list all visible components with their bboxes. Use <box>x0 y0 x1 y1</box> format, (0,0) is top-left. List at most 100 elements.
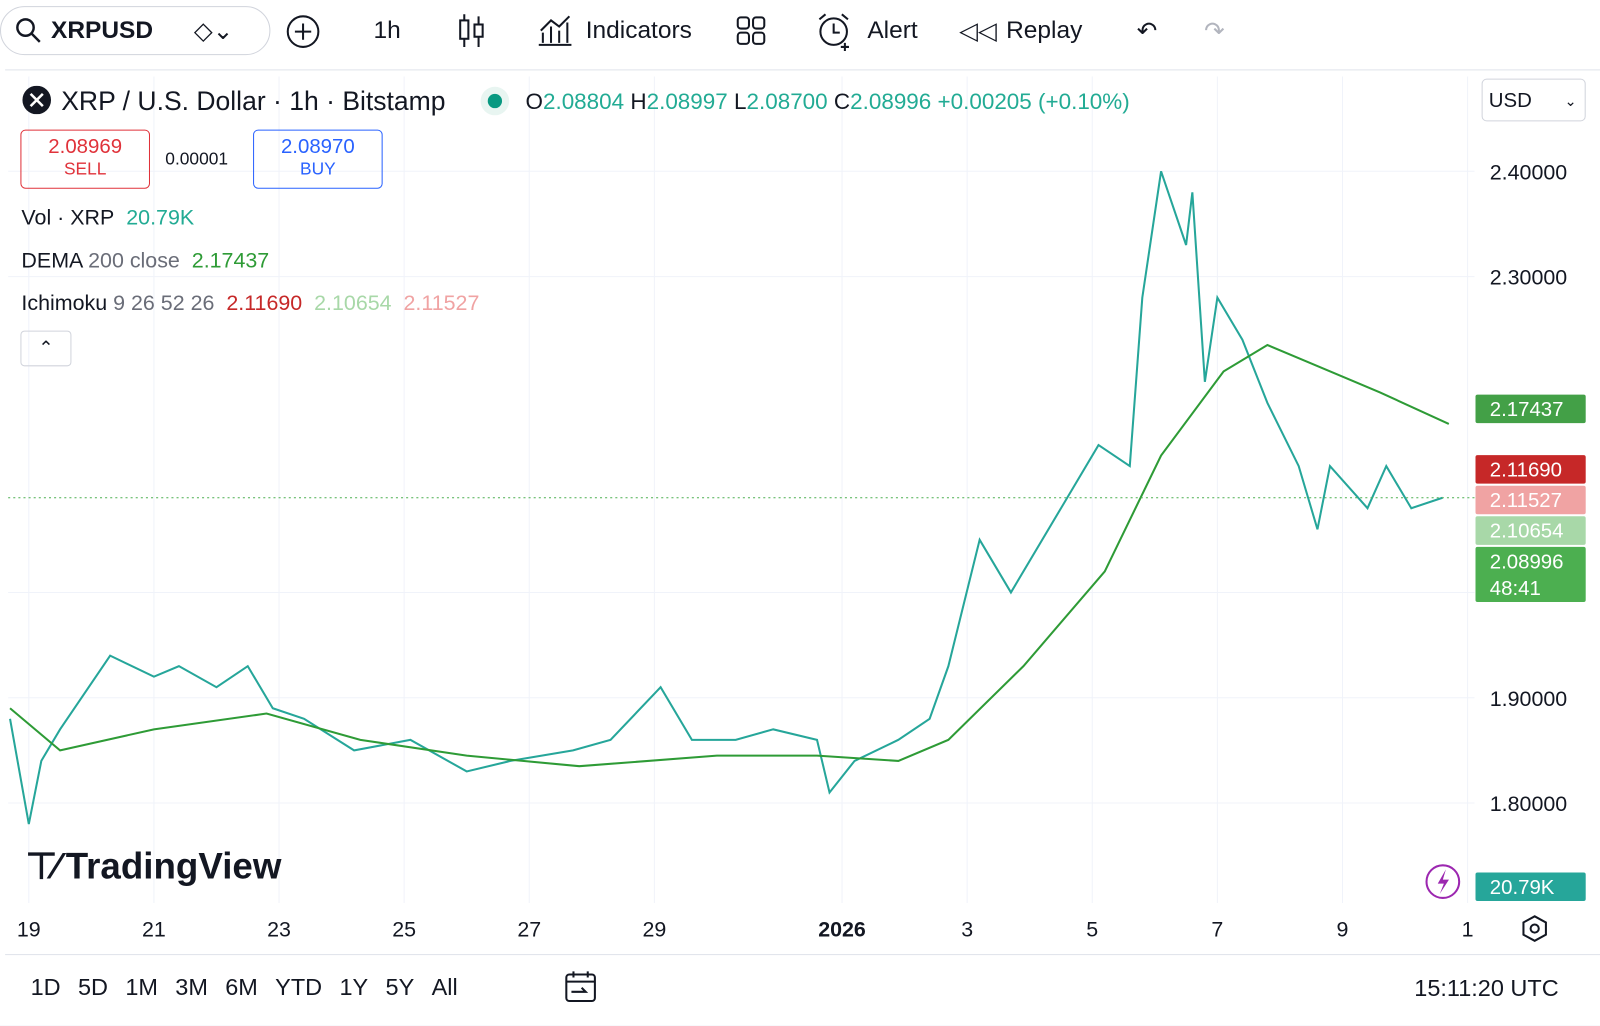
symbol-menu[interactable]: ◇⌄ <box>193 17 234 45</box>
dema-legend: DEMA 200 close 2.17437 <box>21 249 269 273</box>
symbol[interactable]: XRPUSD <box>51 16 154 44</box>
o-label: O <box>525 88 543 115</box>
close: 2.08996 <box>850 88 932 115</box>
ichimoku-v2: 2.10654 <box>314 291 392 316</box>
chart-type[interactable] <box>457 12 486 49</box>
price-line <box>9 343 1450 768</box>
dema-name: DEMA <box>21 248 83 273</box>
clock: 15:11:20 UTC <box>1414 974 1559 1002</box>
volume-label: 20.79K <box>1490 877 1555 899</box>
watermark-text: TradingView <box>65 844 282 887</box>
y-tick-label: 2.30000 <box>1490 266 1567 290</box>
collapse-legend[interactable]: ⌃ <box>20 330 72 367</box>
y-tick-label: 1.80000 <box>1490 792 1567 816</box>
low: 2.08700 <box>746 88 828 115</box>
currency-select[interactable]: USD ⌄ <box>1481 78 1586 122</box>
price-label-box <box>1475 394 1586 424</box>
x-tick-label: 1 <box>1462 918 1474 942</box>
y-tick-label: 1.90000 <box>1490 687 1567 711</box>
chart-panel <box>5 69 1600 956</box>
indicators[interactable]: Indicators <box>585 16 692 44</box>
price-line <box>9 170 1443 825</box>
x-tick-label: 29 <box>642 918 666 942</box>
price-label-box <box>1475 455 1586 484</box>
replay[interactable]: Replay <box>1006 16 1083 44</box>
ichimoku-legend: Ichimoku 9 26 52 26 2.11690 2.10654 2.11… <box>21 292 479 316</box>
range-button[interactable]: 3M <box>175 973 208 1000</box>
price-label: 2.10654 <box>1490 521 1564 543</box>
add-button[interactable] <box>286 14 321 49</box>
alert-icon <box>818 13 849 52</box>
sell-price: 2.08969 <box>48 135 123 159</box>
range-button[interactable]: 5Y <box>385 973 415 1000</box>
ichimoku-name: Ichimoku <box>21 291 108 316</box>
ichimoku-v1: 2.11690 <box>226 291 303 316</box>
change: +0.00205 (+0.10%) <box>937 88 1130 115</box>
x-tick-label: 19 <box>17 918 41 942</box>
buy-label: BUY <box>300 159 336 179</box>
dema-value: 2.17437 <box>191 248 270 273</box>
countdown: 48:41 <box>1490 578 1541 600</box>
range-button[interactable]: 1M <box>125 973 158 1000</box>
range-button[interactable]: 5D <box>77 973 108 1000</box>
ichimoku-params: 9 26 52 26 <box>113 291 215 316</box>
currency: USD <box>1488 89 1532 113</box>
x-tick-label: 5 <box>1086 918 1098 942</box>
layouts[interactable] <box>735 14 768 47</box>
watermark: ⊤⁄ TradingView <box>25 844 282 887</box>
open: 2.08804 <box>542 88 625 115</box>
vol-legend: Vol · XRP 20.79K <box>21 206 194 230</box>
price-label-box <box>1475 485 1586 515</box>
indicators-icon <box>538 15 572 46</box>
x-tick-label: 7 <box>1211 918 1223 942</box>
price-label: 2.11527 <box>1490 490 1562 512</box>
c-label: C <box>833 88 851 115</box>
vol-name: Vol · XRP <box>21 206 115 230</box>
replay-icon: ◁◁ <box>959 17 997 45</box>
lightning-icon[interactable] <box>1418 861 1465 902</box>
price-label-box <box>1475 546 1586 603</box>
y-tick-label: 2.40000 <box>1490 160 1567 184</box>
buy-price: 2.08970 <box>280 135 355 159</box>
plot-area <box>9 170 1450 825</box>
range-button[interactable]: 1Y <box>339 973 369 1000</box>
range-button[interactable]: 1D <box>30 973 61 1000</box>
vol-value: 20.79K <box>126 206 195 230</box>
buy-button[interactable]: 2.08970 BUY <box>253 129 383 189</box>
ohlc: O2.08804 H2.08997 L2.08700 C2.08996 +0.0… <box>526 89 1130 116</box>
axis-settings[interactable] <box>1520 914 1549 943</box>
range-button[interactable]: All <box>431 973 458 1000</box>
range-button[interactable]: YTD <box>275 973 323 1000</box>
spread: 0.00001 <box>165 148 229 169</box>
dema-params: 200 close <box>88 248 180 273</box>
ichimoku-v3: 2.11527 <box>403 291 480 316</box>
x-tick-label: 2026 <box>818 918 866 942</box>
range-button[interactable]: 6M <box>225 973 258 1000</box>
h-label: H <box>630 88 647 115</box>
x-tick-label: 25 <box>392 918 416 942</box>
goto-date[interactable] <box>563 969 598 1004</box>
xrp-logo <box>22 85 52 115</box>
price-label: 2.17437 <box>1490 399 1564 421</box>
x-tick-label: 23 <box>267 918 291 942</box>
interval[interactable]: 1h <box>373 16 401 44</box>
symbol-search[interactable] <box>0 6 271 56</box>
x-tick-label: 3 <box>961 918 973 942</box>
market-status <box>480 86 510 116</box>
alert[interactable]: Alert <box>867 16 918 44</box>
x-tick-label: 21 <box>142 918 166 942</box>
undo[interactable]: ↶ <box>1136 17 1158 45</box>
redo[interactable]: ↷ <box>1204 17 1225 45</box>
l-label: L <box>734 88 747 115</box>
sell-button[interactable]: 2.08969 SELL <box>20 129 150 189</box>
chart-title: XRP / U.S. Dollar · 1h · Bitstamp <box>61 85 446 117</box>
volume-label-box <box>1475 872 1586 902</box>
price-label: 2.08996 <box>1490 551 1564 573</box>
range-bar: 1D 5D 1M 3M 6M YTD 1Y 5Y All <box>31 973 458 1001</box>
high: 2.08997 <box>646 88 728 115</box>
sell-label: SELL <box>63 159 107 179</box>
search-icon <box>16 18 41 43</box>
x-tick-label: 9 <box>1337 918 1349 942</box>
